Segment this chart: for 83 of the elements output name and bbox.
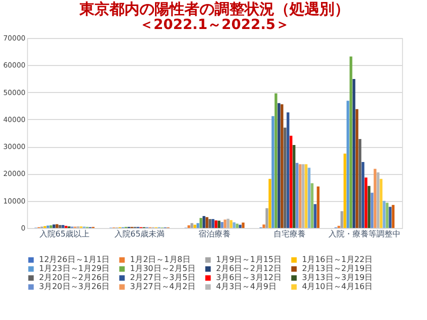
bar xyxy=(310,183,314,228)
bar xyxy=(292,144,296,228)
bar xyxy=(274,93,278,228)
bar xyxy=(202,216,206,228)
legend-label: 1月16日～1月22日 xyxy=(302,255,373,264)
bar xyxy=(208,219,212,228)
bar xyxy=(236,224,238,228)
bar xyxy=(346,100,350,228)
bar xyxy=(386,202,388,228)
legend-label: 3月27日～4月2日 xyxy=(130,282,196,291)
bar xyxy=(286,112,290,228)
bar xyxy=(380,178,382,228)
legend-label: 4月10日～4月16日 xyxy=(302,282,373,291)
bar xyxy=(298,164,302,228)
bar xyxy=(302,164,304,228)
bar xyxy=(308,168,310,228)
legend-label: 3月20日～3月26日 xyxy=(39,282,110,291)
bar xyxy=(232,222,236,228)
x-tick-label: 宿泊療養 xyxy=(198,230,230,238)
legend-label: 1月23日～1月29日 xyxy=(39,264,110,273)
x-tick-label: 自宅療養 xyxy=(274,230,306,238)
bar xyxy=(364,178,368,228)
bar xyxy=(392,204,394,228)
legend-label: 12月26日～1月1日 xyxy=(39,255,110,264)
bar xyxy=(220,222,224,228)
x-tick-label: 入院65歳未満 xyxy=(114,230,165,238)
bar xyxy=(344,154,346,228)
bar xyxy=(266,208,268,228)
bar xyxy=(314,204,316,228)
bar xyxy=(370,192,374,228)
legend-label: 2月20日～2月26日 xyxy=(39,273,110,282)
bar xyxy=(388,206,392,228)
legend-label: 2月27日～3月5日 xyxy=(130,273,196,282)
bar xyxy=(376,172,380,228)
bar xyxy=(62,225,64,228)
bar xyxy=(268,178,272,228)
legend-label: 3月6日～3月12日 xyxy=(216,273,282,282)
bar xyxy=(218,220,220,228)
bar xyxy=(224,220,226,228)
legend-label: 2月6日～2月12日 xyxy=(216,264,282,273)
legend-label: 4月3日～4月9日 xyxy=(216,282,276,291)
bar xyxy=(194,224,196,228)
bar xyxy=(230,220,232,228)
bar xyxy=(56,224,58,228)
x-tick-label: 入院・療養等調整中 xyxy=(328,230,400,238)
bar xyxy=(382,200,386,228)
bar xyxy=(362,162,364,228)
bar xyxy=(350,56,352,228)
chart-title: 東京都内の陽性者の調整状況（処遇別） xyxy=(78,0,350,18)
bar xyxy=(278,103,280,228)
bar xyxy=(280,104,284,228)
bar xyxy=(52,224,56,228)
chart-subtitle: ＜2022.1～2022.5＞ xyxy=(139,17,290,33)
legend-label: 1月30日～2月5日 xyxy=(130,264,196,273)
bar xyxy=(206,217,208,228)
bar xyxy=(296,162,298,228)
bar xyxy=(214,220,218,228)
bar xyxy=(58,225,62,228)
legend-label: 1月9日～1月15日 xyxy=(216,255,282,264)
bar xyxy=(356,109,358,228)
bar xyxy=(190,223,194,228)
bar xyxy=(238,224,242,228)
x-tick-label: 入院65歳以上 xyxy=(39,230,90,238)
legend-label: 2月13日～2月19日 xyxy=(302,264,373,273)
bar xyxy=(316,186,320,228)
bar xyxy=(340,211,344,228)
legend-label: 3月13日～3月19日 xyxy=(302,273,373,282)
bar xyxy=(374,168,376,228)
bar xyxy=(212,219,214,228)
bar xyxy=(290,136,292,228)
bar xyxy=(368,186,370,228)
bar xyxy=(352,78,356,228)
bar xyxy=(284,128,286,228)
bar xyxy=(358,138,362,228)
bar xyxy=(50,225,52,228)
bar xyxy=(242,222,244,228)
bar xyxy=(272,116,274,228)
bar xyxy=(200,218,202,228)
bar xyxy=(226,218,230,228)
bar xyxy=(304,164,308,228)
bar xyxy=(196,223,200,228)
bar xyxy=(262,224,266,228)
legend-label: 1月2日～1月8日 xyxy=(130,255,190,264)
